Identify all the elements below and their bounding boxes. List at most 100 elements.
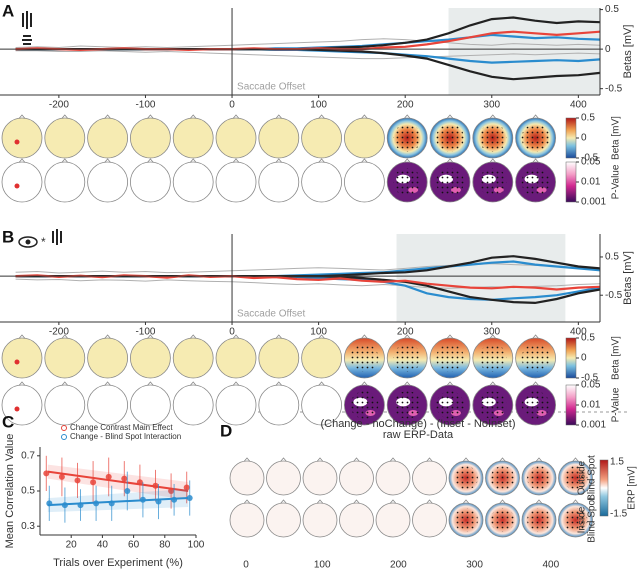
y-tick-label: 0.5 — [605, 252, 619, 263]
data-point — [58, 473, 65, 480]
topo-head — [129, 337, 171, 379]
topo-head — [172, 384, 214, 426]
data-point — [77, 502, 84, 509]
topo-head — [87, 117, 128, 159]
topo-head — [266, 460, 301, 496]
topo-nose — [243, 457, 251, 462]
colorbar — [565, 161, 577, 203]
data-point — [139, 496, 146, 503]
topo-nose — [232, 334, 240, 339]
legend-marker — [61, 434, 67, 440]
topo-electrodes — [521, 344, 550, 372]
topo-head — [412, 502, 447, 538]
topo-nose — [104, 381, 111, 386]
data-point — [183, 484, 190, 491]
topo-nose — [18, 334, 26, 339]
topo-nose — [499, 457, 506, 462]
x-tick-label: 40 — [97, 540, 109, 551]
topo-electrodes — [436, 124, 464, 152]
data-point — [186, 495, 193, 502]
data-point — [155, 498, 162, 505]
topo-head — [301, 384, 343, 426]
panel-title: raw ERP-Data — [383, 429, 454, 441]
topo-nose — [147, 381, 154, 386]
colorbar-label: ERP [mV] — [627, 466, 638, 510]
x-tick-label: 80 — [159, 540, 171, 551]
x-tick-label: 300 — [483, 100, 500, 111]
row-label: Blind Spot — [587, 455, 598, 501]
colorbar — [565, 117, 577, 159]
topo-nose — [462, 499, 470, 504]
topo-nose — [232, 158, 240, 163]
topo-nose — [316, 499, 324, 504]
topo-nose — [61, 381, 69, 386]
colorbar-tick-label: 0.001 — [581, 420, 606, 431]
topo-nose — [61, 114, 69, 119]
topo-electrodes — [393, 124, 422, 152]
topo-nose — [462, 457, 470, 462]
topo-nose — [361, 381, 368, 386]
topo-head — [339, 460, 374, 496]
x-axis-label: Trials over Experiment (%) — [53, 557, 183, 569]
topo-nose — [318, 381, 325, 386]
topo-electrodes — [490, 466, 515, 490]
colorbar — [565, 337, 577, 379]
data-point — [136, 479, 143, 486]
topo-head — [215, 161, 257, 203]
legend-label: Change - Blind Spot Interaction — [70, 432, 181, 441]
topo-nose — [499, 499, 506, 504]
colorbar-tick-label: 0.5 — [581, 333, 595, 344]
topo-nose — [189, 158, 197, 163]
colorbar-tick-label: 0.01 — [581, 400, 601, 411]
topo-head — [87, 161, 128, 203]
topo-head — [172, 117, 214, 159]
topo-electrodes — [521, 391, 550, 419]
topo-nose — [572, 457, 579, 462]
topo-nose — [361, 334, 368, 339]
topo-nose — [147, 114, 154, 119]
topo-nose — [532, 334, 539, 339]
topo-electrode-marker — [14, 139, 20, 145]
data-point — [93, 500, 100, 507]
topo-nose — [232, 114, 240, 119]
topo-nose — [446, 334, 454, 339]
topo-head — [172, 337, 214, 379]
topo-nose — [18, 381, 26, 386]
topo-electrodes — [436, 391, 464, 419]
topo-nose — [489, 334, 497, 339]
topo-electrodes — [563, 508, 588, 532]
x-tick-label: 300 — [483, 327, 500, 338]
y-tick-label: 0.5 — [21, 486, 35, 497]
x-tick-label: 200 — [397, 327, 414, 338]
topo-electrodes — [478, 344, 507, 372]
legend-marker — [61, 425, 67, 431]
topo-nose — [316, 457, 324, 462]
row-label: Outside — [577, 460, 588, 495]
topo-head — [44, 337, 86, 379]
panel-label: B — [2, 227, 14, 246]
x-tick-label: 60 — [128, 540, 140, 551]
topo-nose — [18, 158, 26, 163]
highlight-region — [396, 234, 566, 322]
x-tick-label: 0 — [229, 327, 235, 338]
topo-nose — [361, 158, 368, 163]
data-point — [74, 477, 81, 484]
topo-head — [44, 161, 86, 203]
data-point — [43, 470, 50, 477]
topo-nose — [61, 334, 69, 339]
topo-nose — [104, 114, 111, 119]
x-tick-label: 0 — [229, 100, 235, 111]
legend-label: Change Contrast Main Effect — [70, 423, 173, 432]
data-point — [105, 473, 112, 480]
colorbar-label: P-Value — [611, 164, 622, 199]
topo-nose — [275, 158, 283, 163]
data-point — [152, 482, 159, 489]
topo-nose — [489, 158, 497, 163]
x-tick-label: 20 — [66, 540, 78, 551]
topo-head — [302, 502, 338, 538]
colorbar-tick-label: 0 — [581, 353, 587, 364]
topo-electrodes — [393, 391, 422, 419]
time-label: 300 — [466, 560, 483, 571]
topo-nose — [275, 114, 283, 119]
topo-nose — [426, 457, 433, 462]
